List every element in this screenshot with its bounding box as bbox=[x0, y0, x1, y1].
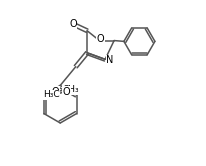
Text: CH₃: CH₃ bbox=[62, 85, 79, 94]
Text: O: O bbox=[69, 19, 76, 29]
Text: O: O bbox=[62, 87, 70, 97]
Text: O: O bbox=[96, 34, 104, 44]
Text: H₃C: H₃C bbox=[42, 90, 59, 99]
Text: N: N bbox=[105, 55, 113, 65]
Text: O: O bbox=[52, 87, 59, 97]
